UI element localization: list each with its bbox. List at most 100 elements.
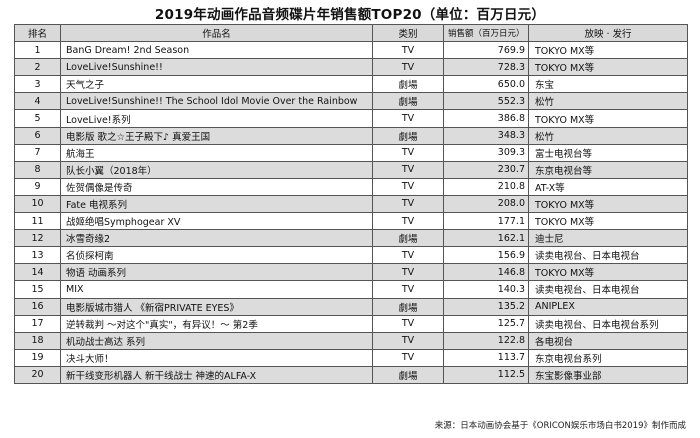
table-row: 10 Fate 电视系列 TV 208.0 TOKYO MX等 bbox=[14, 194, 688, 214]
table-row: 8 队长小翼（2018年） TV 230.7 东京电视台等 bbox=[14, 160, 688, 179]
distributor-cell: 迪士尼 bbox=[528, 229, 688, 248]
sales-cell: 156.9 bbox=[443, 246, 529, 265]
rank-cell: 7 bbox=[14, 143, 61, 162]
category-cell: 劇場 bbox=[372, 75, 444, 94]
sales-cell: 122.8 bbox=[443, 331, 529, 350]
sales-cell: 113.7 bbox=[443, 348, 529, 367]
table-row: 4 LoveLive!Sunshine!! The School Idol Mov… bbox=[14, 92, 688, 111]
table-header-row: 排名 作品名 类别 销售额（百万日元） 放映 · 发行 bbox=[14, 23, 688, 43]
sales-cell: 162.1 bbox=[443, 229, 529, 248]
distributor-cell: 各电视台 bbox=[528, 331, 688, 350]
distributor-cell: 东京电视台等 bbox=[528, 160, 688, 179]
sales-cell: 230.7 bbox=[443, 160, 529, 179]
rank-cell: 5 bbox=[14, 109, 61, 128]
rank-cell: 1 bbox=[14, 41, 61, 60]
sales-cell: 552.3 bbox=[443, 92, 529, 111]
distributor-cell: TOKYO MX等 bbox=[528, 212, 688, 231]
distributor-cell: TOKYO MX等 bbox=[528, 41, 688, 60]
category-cell: 劇場 bbox=[372, 297, 444, 316]
rank-cell: 6 bbox=[14, 126, 61, 145]
rank-cell: 11 bbox=[14, 212, 61, 231]
sales-cell: 348.3 bbox=[443, 126, 529, 145]
distributor-cell: TOKYO MX等 bbox=[528, 109, 688, 128]
category-cell: TV bbox=[372, 41, 444, 60]
table-row: 9 佐贺偶像是传奇 TV 210.8 AT-X等 bbox=[14, 177, 688, 196]
table-row: 2 LoveLive!Sunshine!! TV 728.3 TOKYO MX等 bbox=[14, 58, 688, 77]
sales-cell: 208.0 bbox=[443, 194, 529, 214]
work-title-cell: 战姬绝唱Symphogear XV bbox=[60, 212, 373, 231]
header-work: 作品名 bbox=[60, 23, 373, 43]
category-cell: TV bbox=[372, 331, 444, 350]
sales-cell: 769.9 bbox=[443, 41, 529, 60]
table-row: 1 BanG Dream! 2nd Season TV 769.9 TOKYO MX等 bbox=[14, 41, 688, 60]
work-title-cell: Fate 电视系列 bbox=[60, 194, 373, 214]
distributor-cell: TOKYO MX等 bbox=[528, 263, 688, 282]
sales-cell: 210.8 bbox=[443, 177, 529, 196]
table-row: 15 MIX TV 140.3 读卖电视台、日本电视台 bbox=[14, 280, 688, 299]
work-title-cell: LoveLive!系列 bbox=[60, 109, 373, 128]
sales-table: 排名 作品名 类别 销售额（百万日元） 放映 · 发行 1 BanG Dream!… bbox=[14, 23, 688, 384]
table-row: 13 名侦探柯南 TV 156.9 读卖电视台、日本电视台 bbox=[14, 246, 688, 265]
header-distributor: 放映 · 发行 bbox=[528, 23, 688, 43]
table-row: 6 电影版 歌之☆王子殿下♪ 真爱王国 劇場 348.3 松竹 bbox=[14, 126, 688, 145]
distributor-cell: TOKYO MX等 bbox=[528, 194, 688, 214]
category-cell: TV bbox=[372, 160, 444, 179]
rank-cell: 10 bbox=[14, 194, 61, 214]
sales-cell: 728.3 bbox=[443, 58, 529, 77]
category-cell: TV bbox=[372, 194, 444, 214]
rank-cell: 8 bbox=[14, 160, 61, 179]
rank-cell: 15 bbox=[14, 280, 61, 299]
category-cell: TV bbox=[372, 143, 444, 162]
table-row: 18 机动战士高达 系列 TV 122.8 各电视台 bbox=[14, 331, 688, 350]
header-rank: 排名 bbox=[14, 23, 61, 43]
table-body: 1 BanG Dream! 2nd Season TV 769.9 TOKYO MX等 2… bbox=[14, 41, 688, 384]
work-title-cell: 机动战士高达 系列 bbox=[60, 331, 373, 350]
sales-cell: 177.1 bbox=[443, 212, 529, 231]
category-cell: 劇場 bbox=[372, 92, 444, 111]
category-cell: 劇場 bbox=[372, 365, 444, 384]
work-title-cell: 天气之子 bbox=[60, 75, 373, 94]
sales-cell: 309.3 bbox=[443, 143, 529, 162]
work-title-cell: 冰雪奇缘2 bbox=[60, 229, 373, 248]
distributor-cell: 读卖电视台、日本电视台系列 bbox=[528, 314, 688, 333]
distributor-cell: TOKYO MX等 bbox=[528, 58, 688, 77]
distributor-cell: 富士电视台等 bbox=[528, 143, 688, 162]
rank-cell: 19 bbox=[14, 348, 61, 367]
table-row: 16 电影版城市猎人 《新宿PRIVATE EYES》 劇場 135.2 ANIPLEX bbox=[14, 297, 688, 316]
rank-cell: 14 bbox=[14, 263, 61, 282]
distributor-cell: 松竹 bbox=[528, 126, 688, 145]
rank-cell: 9 bbox=[14, 177, 61, 196]
sales-cell: 650.0 bbox=[443, 75, 529, 94]
table-row: 12 冰雪奇缘2 劇場 162.1 迪士尼 bbox=[14, 229, 688, 248]
category-cell: TV bbox=[372, 109, 444, 128]
work-title-cell: 逆转裁判 ～对这个"真实"，有异议！～ 第2季 bbox=[60, 314, 373, 333]
work-title-cell: 佐贺偶像是传奇 bbox=[60, 177, 373, 196]
work-title-cell: BanG Dream! 2nd Season bbox=[60, 41, 373, 60]
source-note: 来源：日本动画协会基于《ORICON娱乐市场白书2019》制作而成 bbox=[434, 421, 686, 431]
work-title-cell: 新干线变形机器人 新干线战士 神速的ALFA-X bbox=[60, 365, 373, 384]
rank-cell: 20 bbox=[14, 365, 61, 384]
category-cell: TV bbox=[372, 280, 444, 299]
sales-cell: 125.7 bbox=[443, 314, 529, 333]
distributor-cell: 读卖电视台、日本电视台 bbox=[528, 280, 688, 299]
distributor-cell: 东宝影像事业部 bbox=[528, 365, 688, 384]
work-title-cell: 电影版 歌之☆王子殿下♪ 真爱王国 bbox=[60, 126, 373, 145]
distributor-cell: 东京电视台系列 bbox=[528, 348, 688, 367]
rank-cell: 17 bbox=[14, 314, 61, 333]
work-title-cell: 航海王 bbox=[60, 143, 373, 162]
work-title-cell: LoveLive!Sunshine!! bbox=[60, 58, 373, 77]
rank-cell: 2 bbox=[14, 58, 61, 77]
table-row: 5 LoveLive!系列 TV 386.8 TOKYO MX等 bbox=[14, 109, 688, 128]
sales-cell: 135.2 bbox=[443, 297, 529, 316]
table-row: 20 新干线变形机器人 新干线战士 神速的ALFA-X 劇場 112.5 东宝影像事业部 bbox=[14, 365, 688, 384]
sales-cell: 146.8 bbox=[443, 263, 529, 282]
work-title-cell: MIX bbox=[60, 280, 373, 299]
sales-cell: 112.5 bbox=[443, 365, 529, 384]
distributor-cell: 东宝 bbox=[528, 75, 688, 94]
category-cell: TV bbox=[372, 58, 444, 77]
category-cell: TV bbox=[372, 314, 444, 333]
category-cell: TV bbox=[372, 177, 444, 196]
header-sales: 销售额（百万日元） bbox=[443, 23, 529, 43]
distributor-cell: 读卖电视台、日本电视台 bbox=[528, 246, 688, 265]
